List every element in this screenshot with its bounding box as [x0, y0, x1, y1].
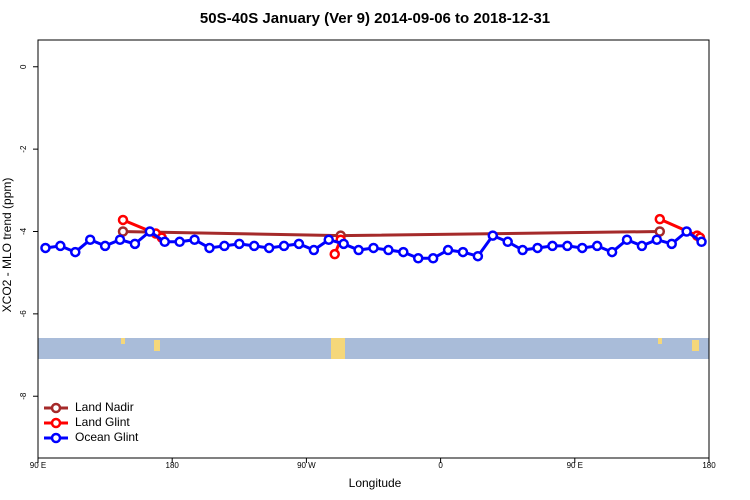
data-point [219, 240, 230, 252]
ocean-strip [38, 338, 709, 359]
data-point [84, 234, 96, 245]
data-point [442, 244, 454, 256]
y-tick-label: 0 [19, 64, 28, 69]
map-strip [38, 338, 709, 359]
data-point [368, 242, 379, 254]
legend-label: Land Glint [75, 415, 130, 429]
data-point [562, 240, 573, 252]
data-point [517, 244, 528, 256]
data-point [204, 242, 215, 254]
legend-label: Land Nadir [75, 400, 134, 414]
x-tick-label: 180 [166, 461, 180, 470]
data-point [666, 238, 677, 250]
y-axis-label: XCO2 - MLO trend (ppm) [0, 178, 14, 313]
land-shape [331, 338, 345, 359]
data-point [412, 253, 424, 264]
data-point [55, 240, 66, 252]
data-point [117, 226, 129, 237]
data-point [159, 236, 170, 248]
data-point [577, 242, 588, 254]
y-tick-label: -2 [19, 145, 28, 153]
data-point [502, 236, 513, 248]
legend-marker [50, 417, 62, 429]
data-point [234, 238, 245, 250]
y-tick-label: -8 [19, 392, 28, 400]
x-tick-label: 0 [438, 461, 443, 470]
chart-title: 50S-40S January (Ver 9) 2014-09-06 to 20… [200, 10, 550, 27]
data-point [70, 246, 81, 258]
data-point [696, 236, 707, 248]
data-point [591, 240, 603, 252]
data-point [329, 248, 340, 260]
data-point [144, 226, 156, 237]
data-point [248, 240, 260, 252]
land-shape [154, 340, 160, 351]
data-point [99, 240, 111, 252]
data-point [263, 242, 275, 254]
data-point [636, 240, 648, 252]
land-shape [692, 340, 699, 351]
data-point [457, 246, 469, 258]
x-tick-label: 90 E [30, 461, 46, 470]
plot-frame [37, 39, 710, 459]
data-point [129, 238, 141, 250]
legend-label: Ocean Glint [75, 430, 139, 444]
data-point [472, 250, 484, 262]
data-point [654, 226, 666, 237]
x-axis-label: Longitude [349, 476, 402, 490]
data-point [547, 240, 558, 252]
data-point [383, 244, 394, 256]
x-tick-label: 90 E [567, 461, 583, 470]
series-line [122, 229, 660, 238]
data-point [174, 236, 185, 248]
data-point [654, 213, 666, 225]
data-point [427, 253, 439, 264]
data-point [323, 234, 335, 245]
data-point [651, 234, 663, 245]
data-point [189, 234, 200, 245]
data-point [532, 242, 543, 254]
data-point [308, 244, 320, 256]
y-tick-label: -4 [19, 227, 28, 235]
data-point [293, 238, 305, 250]
x-tick-label: 90 W [297, 461, 316, 470]
data-point [621, 234, 633, 245]
data-point [353, 244, 364, 256]
data-point [606, 246, 618, 258]
data-point [487, 230, 499, 241]
land-shape [658, 338, 662, 344]
data-point [338, 238, 349, 250]
data-point [40, 242, 51, 254]
data-point [681, 226, 692, 237]
legend-marker [50, 432, 62, 444]
land-shape [121, 338, 125, 344]
x-tick-label: 180 [702, 461, 716, 470]
y-tick-label: -6 [19, 310, 28, 318]
data-point [398, 246, 409, 258]
legend-marker [50, 402, 62, 414]
data-point [117, 214, 129, 226]
data-point [278, 240, 290, 252]
data-point [114, 234, 126, 245]
